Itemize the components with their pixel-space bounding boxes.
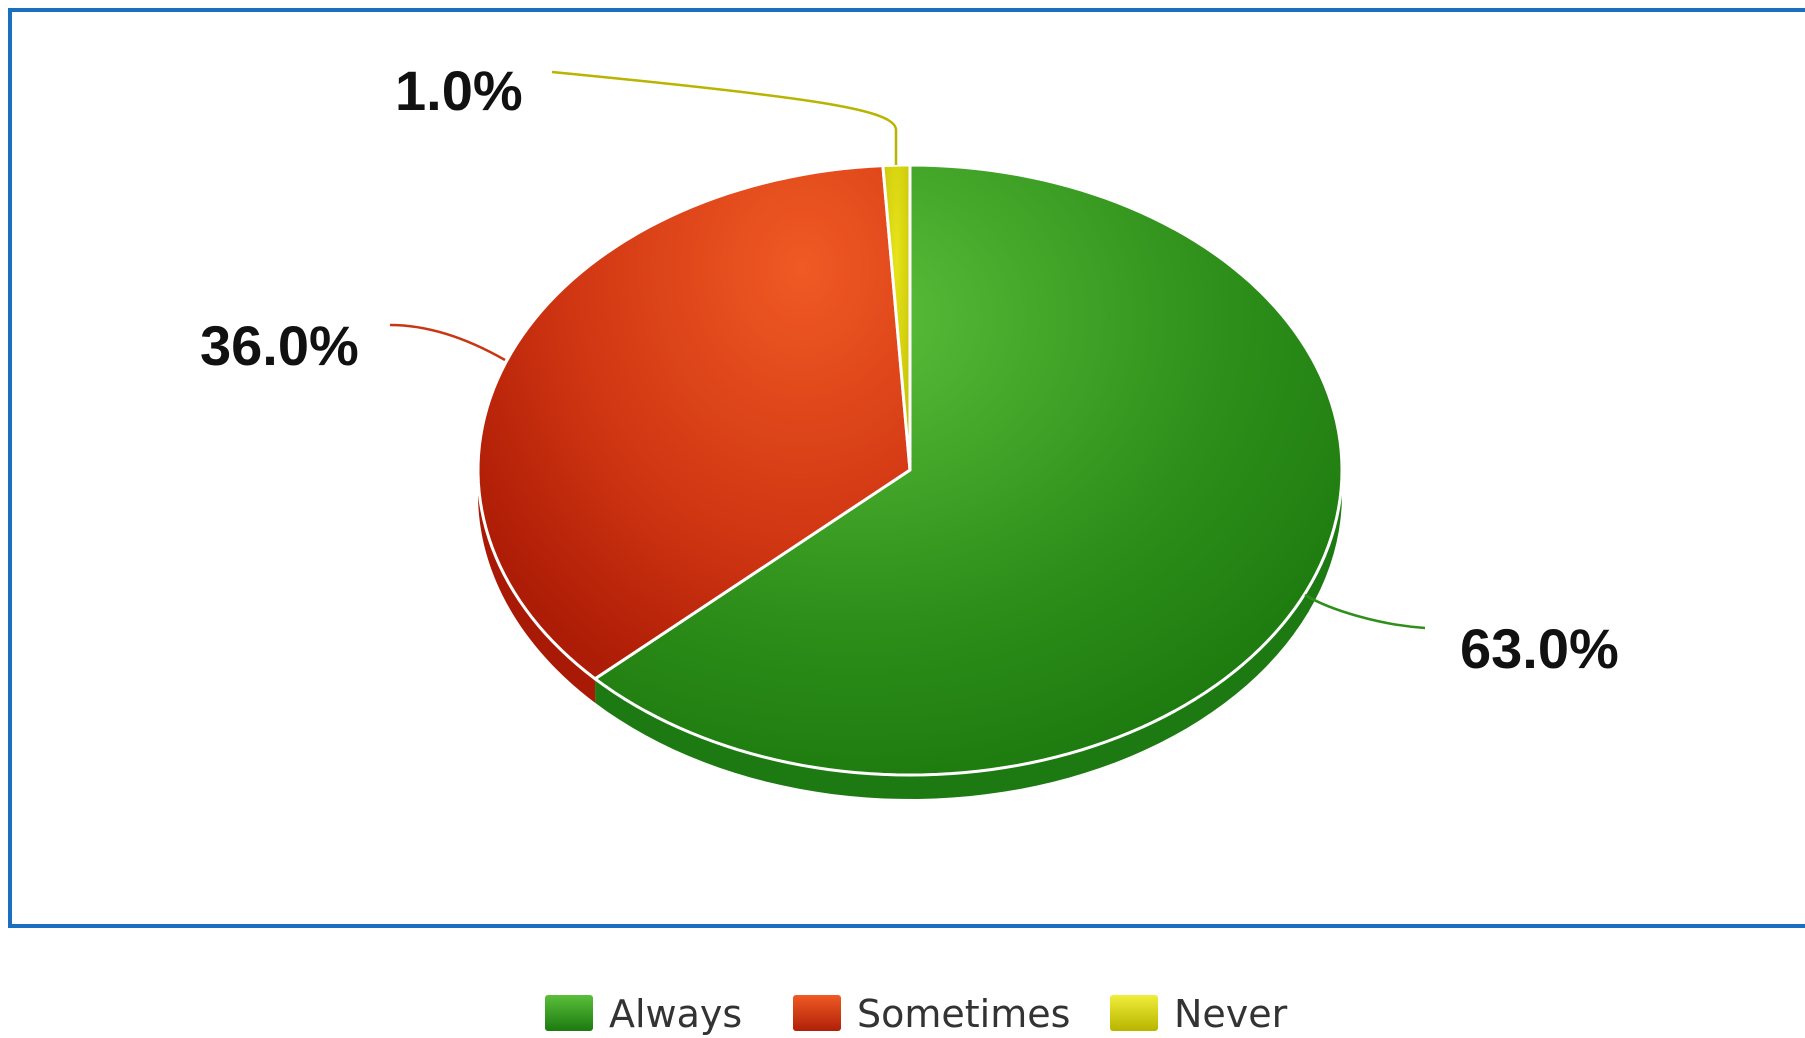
legend-item-always[interactable]: Always (545, 992, 742, 1036)
legend-item-never[interactable]: Never (1110, 992, 1288, 1036)
leader-line-sometimes (390, 325, 505, 360)
data-label-sometimes: 36.0% (200, 314, 359, 377)
legend-item-sometimes[interactable]: Sometimes (793, 992, 1070, 1036)
legend-label-never: Never (1174, 992, 1288, 1036)
leader-line-never (552, 72, 896, 165)
leader-line-always (1305, 595, 1425, 628)
data-label-always: 63.0% (1460, 617, 1619, 680)
legend: Always Sometimes Never (545, 992, 1288, 1036)
legend-swatch-sometimes (793, 995, 841, 1031)
data-label-never: 1.0% (395, 59, 523, 122)
legend-swatch-always (545, 995, 593, 1031)
legend-label-sometimes: Sometimes (857, 992, 1070, 1036)
legend-swatch-never (1110, 995, 1158, 1031)
pie-slices (478, 165, 1342, 775)
legend-label-always: Always (609, 992, 742, 1036)
